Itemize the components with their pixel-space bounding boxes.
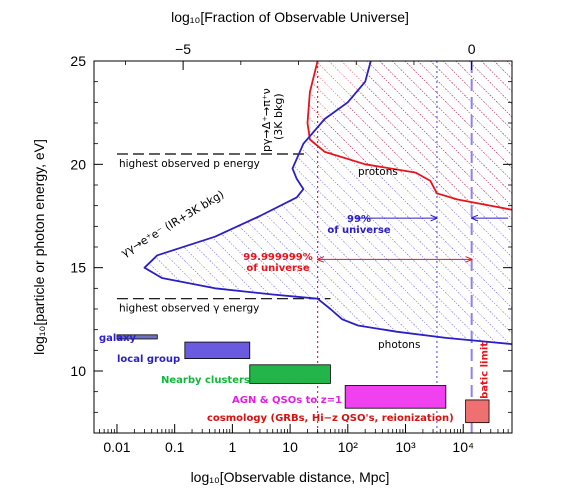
red-arrow-label-line1: 99.999999%: [243, 252, 312, 263]
blue-arrow-label-line1: 99%: [347, 214, 371, 225]
left-tick-label: 20: [70, 156, 86, 172]
photons-curve: [143, 61, 512, 345]
red-arrow-label-line2: of universe: [246, 263, 310, 274]
proton-reaction-label: pγ→Δ⁺→π⁺ν: [260, 88, 273, 152]
adiabatic-limit-label: adiabatic limit: [480, 342, 491, 423]
left-tick-label: 10: [70, 363, 86, 379]
range-label: local group: [117, 354, 180, 365]
reference-level-label: highest observed p energy: [119, 158, 260, 170]
reference-levels: highest observed p energy highest observe…: [116, 153, 331, 315]
bottom-tick-label: 10³: [395, 439, 416, 455]
range-bars: galaxy local group Nearby clusters AGN & QS…: [99, 333, 490, 424]
hatched-regions: [144, 61, 512, 345]
left-tick-label: 15: [70, 260, 86, 276]
range-bar: [344, 385, 447, 409]
range-label: AGN & QSOs to z=1: [232, 395, 342, 406]
range-bar: [116, 334, 158, 340]
top-axis-title: log₁₀[Fraction of Observable Universe]: [171, 9, 409, 25]
bottom-tick-label: 10⁴: [452, 439, 474, 455]
proton-reaction-sub: (3K bkg): [272, 93, 285, 140]
range-label: cosmology (GRBs, Hi−z QSO's, reionizatio…: [207, 413, 454, 424]
blue-arrow-label-line2: of universe: [327, 225, 391, 236]
bottom-tick-label: 1: [228, 439, 236, 455]
range-label: Nearby clusters: [161, 375, 250, 386]
bottom-axis-title: log₁₀[Observable distance, Mpc]: [191, 469, 390, 485]
protons-curve-label: protons: [358, 166, 398, 178]
bottom-tick-label: 0.01: [103, 439, 130, 455]
top-tick-label: −5: [175, 41, 191, 57]
bottom-tick-label: 10²: [338, 439, 359, 455]
range-label: galaxy: [99, 333, 137, 344]
range-bar: [249, 364, 331, 384]
reference-level-label: highest observed γ energy: [119, 303, 259, 315]
curves: [143, 61, 512, 345]
top-tick-label: 0: [468, 41, 476, 57]
bottom-tick-label: 0.1: [165, 439, 185, 455]
proton-horizon-region: [307, 61, 512, 210]
photons-curve-label: photons: [378, 339, 420, 351]
bottom-tick-label: 10: [282, 439, 298, 455]
protons-curve: [306, 61, 512, 211]
range-bar: [465, 399, 490, 424]
left-tick-label: 25: [70, 53, 86, 69]
left-axis-title: log₁₀[particle or photon energy, eV]: [31, 139, 47, 355]
range-bar: [184, 341, 251, 360]
